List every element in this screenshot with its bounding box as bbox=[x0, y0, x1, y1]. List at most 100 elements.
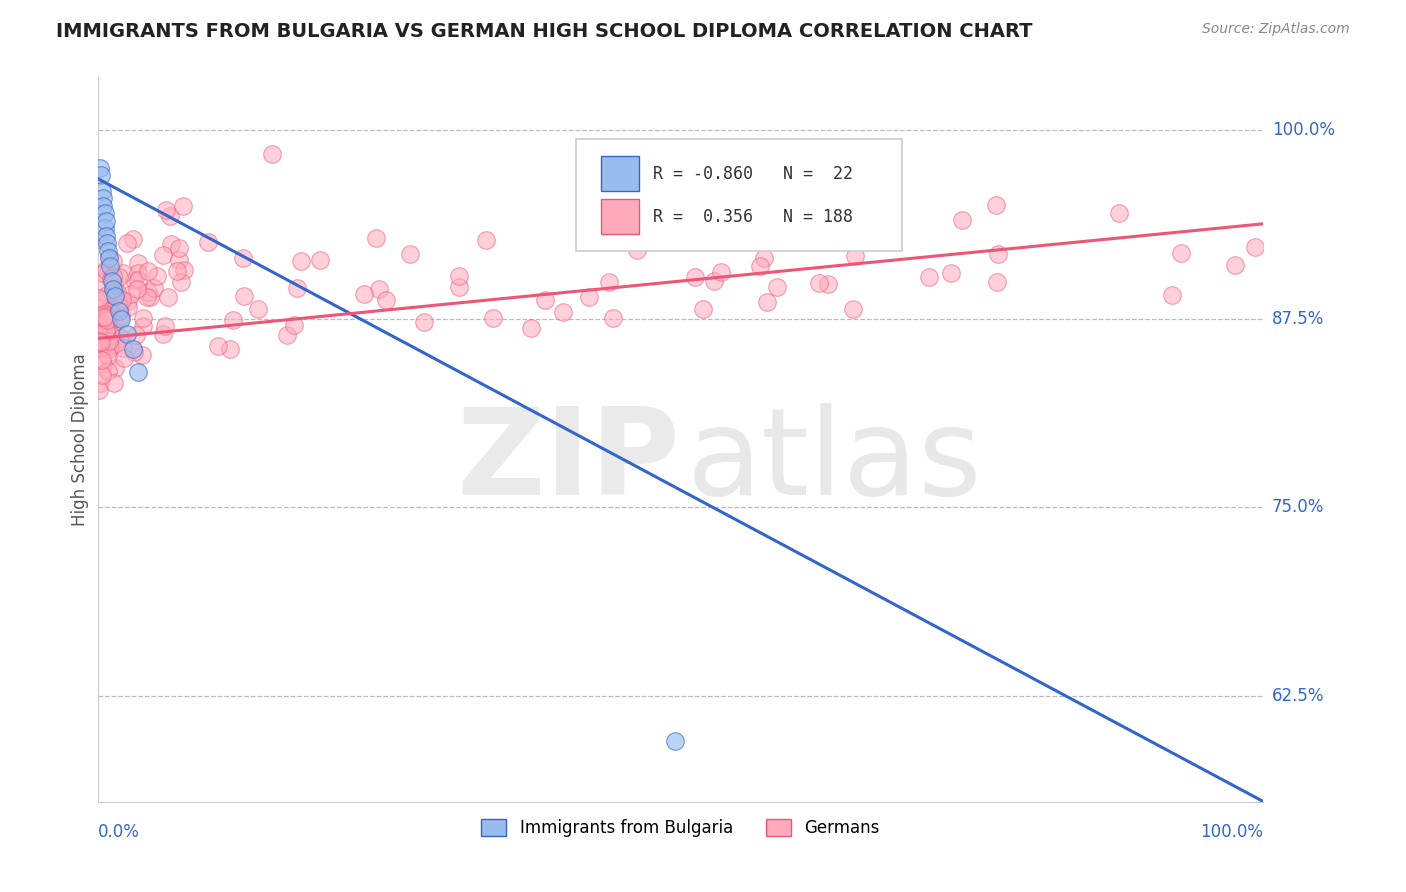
Point bbox=[90, 301, 112, 315]
Point bbox=[101, 253, 124, 268]
Point bbox=[553, 304, 575, 318]
Text: R =  0.356   N = 188: R = 0.356 N = 188 bbox=[652, 208, 852, 226]
Point bbox=[96, 236, 118, 251]
Point bbox=[103, 276, 125, 290]
Point bbox=[842, 301, 865, 316]
Point bbox=[613, 231, 636, 245]
Point bbox=[96, 262, 118, 277]
Point bbox=[98, 252, 121, 266]
Point bbox=[127, 365, 149, 379]
Point bbox=[105, 285, 128, 300]
Point bbox=[808, 213, 831, 227]
Point bbox=[93, 191, 115, 205]
Point bbox=[481, 310, 503, 325]
Point bbox=[110, 310, 132, 325]
Point bbox=[110, 308, 132, 322]
Point bbox=[96, 313, 118, 327]
Point bbox=[124, 327, 146, 342]
Point bbox=[90, 293, 112, 308]
Point bbox=[127, 273, 149, 287]
Point bbox=[111, 293, 134, 307]
Text: 100.0%: 100.0% bbox=[1272, 121, 1334, 139]
Point bbox=[120, 286, 142, 301]
Point bbox=[98, 339, 121, 353]
Point bbox=[100, 327, 122, 342]
Text: Source: ZipAtlas.com: Source: ZipAtlas.com bbox=[1202, 22, 1350, 37]
Point bbox=[1243, 240, 1265, 254]
Point bbox=[103, 316, 125, 330]
Point bbox=[159, 209, 181, 223]
Point bbox=[153, 319, 176, 334]
Point bbox=[103, 269, 125, 284]
Point bbox=[156, 290, 179, 304]
Point bbox=[96, 309, 118, 323]
Point bbox=[100, 274, 122, 288]
Point bbox=[122, 345, 145, 359]
Text: 62.5%: 62.5% bbox=[1272, 687, 1324, 705]
Point bbox=[807, 276, 830, 290]
Point bbox=[110, 311, 132, 326]
Point bbox=[136, 285, 159, 299]
Point bbox=[122, 232, 145, 246]
Point bbox=[90, 169, 112, 183]
Point bbox=[172, 199, 194, 213]
Point bbox=[91, 353, 114, 368]
Point bbox=[449, 268, 471, 283]
Point bbox=[664, 734, 686, 748]
Point bbox=[101, 282, 124, 296]
Point bbox=[107, 304, 129, 318]
Point bbox=[94, 228, 117, 243]
Point bbox=[160, 237, 183, 252]
Point bbox=[93, 206, 115, 220]
Point bbox=[89, 291, 111, 305]
Text: 100.0%: 100.0% bbox=[1201, 823, 1264, 841]
Point bbox=[112, 341, 135, 355]
Point bbox=[143, 281, 166, 295]
Point bbox=[131, 310, 153, 325]
Point bbox=[756, 295, 779, 310]
Text: R = -0.860   N =  22: R = -0.860 N = 22 bbox=[652, 165, 852, 183]
FancyBboxPatch shape bbox=[575, 139, 903, 252]
Point bbox=[91, 184, 114, 198]
Point bbox=[90, 368, 112, 383]
Point bbox=[170, 275, 193, 289]
Point bbox=[107, 293, 129, 307]
Point bbox=[97, 244, 120, 258]
Point bbox=[986, 276, 1008, 290]
Text: atlas: atlas bbox=[686, 402, 981, 520]
Point bbox=[104, 301, 127, 316]
Point bbox=[108, 270, 131, 285]
Bar bbox=[602, 199, 638, 234]
Point bbox=[246, 301, 269, 316]
Point bbox=[413, 315, 436, 329]
Text: IMMIGRANTS FROM BULGARIA VS GERMAN HIGH SCHOOL DIPLOMA CORRELATION CHART: IMMIGRANTS FROM BULGARIA VS GERMAN HIGH … bbox=[56, 22, 1033, 41]
Point bbox=[121, 342, 143, 356]
Point bbox=[197, 235, 219, 250]
Point bbox=[173, 263, 195, 277]
Point bbox=[917, 270, 939, 285]
Point bbox=[766, 280, 789, 294]
Point bbox=[91, 266, 114, 280]
Point bbox=[166, 264, 188, 278]
Bar bbox=[602, 156, 638, 191]
Point bbox=[752, 251, 775, 265]
Point bbox=[89, 335, 111, 350]
Point bbox=[619, 196, 641, 211]
Point bbox=[98, 250, 121, 264]
Point bbox=[96, 330, 118, 344]
Point bbox=[138, 264, 160, 278]
Point bbox=[1108, 206, 1130, 220]
Point bbox=[283, 318, 305, 332]
Point bbox=[122, 273, 145, 287]
Point bbox=[602, 311, 624, 326]
Point bbox=[100, 259, 122, 273]
Point bbox=[222, 313, 245, 327]
Text: 87.5%: 87.5% bbox=[1272, 310, 1324, 328]
Point bbox=[91, 357, 114, 371]
Point bbox=[87, 383, 110, 397]
Point bbox=[207, 339, 229, 353]
Point bbox=[984, 197, 1007, 211]
Point bbox=[103, 376, 125, 391]
Point bbox=[117, 293, 139, 308]
Point bbox=[626, 244, 648, 258]
